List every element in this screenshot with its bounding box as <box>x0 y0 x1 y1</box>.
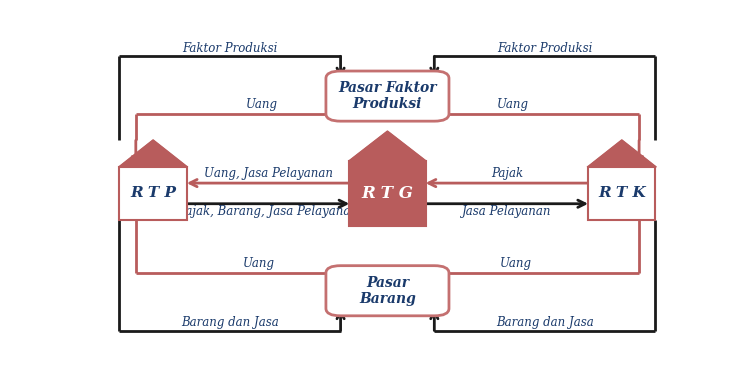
Text: Uang: Uang <box>243 257 274 270</box>
FancyBboxPatch shape <box>119 167 187 220</box>
Text: R T P: R T P <box>130 187 176 200</box>
Text: Uang: Uang <box>497 98 529 111</box>
Text: Pasar Faktor
Produksi: Pasar Faktor Produksi <box>338 81 437 111</box>
Text: Uang: Uang <box>500 257 532 270</box>
Polygon shape <box>588 140 655 167</box>
FancyBboxPatch shape <box>588 167 655 220</box>
Text: Faktor Produksi: Faktor Produksi <box>182 42 277 55</box>
FancyBboxPatch shape <box>349 161 426 226</box>
Text: Barang dan Jasa: Barang dan Jasa <box>181 316 279 329</box>
Text: Pajak: Pajak <box>491 167 523 180</box>
Text: R T G: R T G <box>361 185 414 202</box>
Text: Pajak, Barang, Jasa Pelayanan: Pajak, Barang, Jasa Pelayanan <box>178 205 358 218</box>
FancyBboxPatch shape <box>326 266 449 316</box>
Text: R T K: R T K <box>598 187 646 200</box>
Text: Barang dan Jasa: Barang dan Jasa <box>496 316 593 329</box>
Polygon shape <box>349 131 426 161</box>
Text: Jasa Pelayanan: Jasa Pelayanan <box>462 205 552 218</box>
Polygon shape <box>119 140 187 167</box>
FancyBboxPatch shape <box>326 71 449 121</box>
Text: Faktor Produksi: Faktor Produksi <box>497 42 593 55</box>
Text: Uang, Jasa Pelayanan: Uang, Jasa Pelayanan <box>203 167 333 180</box>
Text: Pasar
Barang: Pasar Barang <box>359 276 416 306</box>
Text: Uang: Uang <box>246 98 277 111</box>
